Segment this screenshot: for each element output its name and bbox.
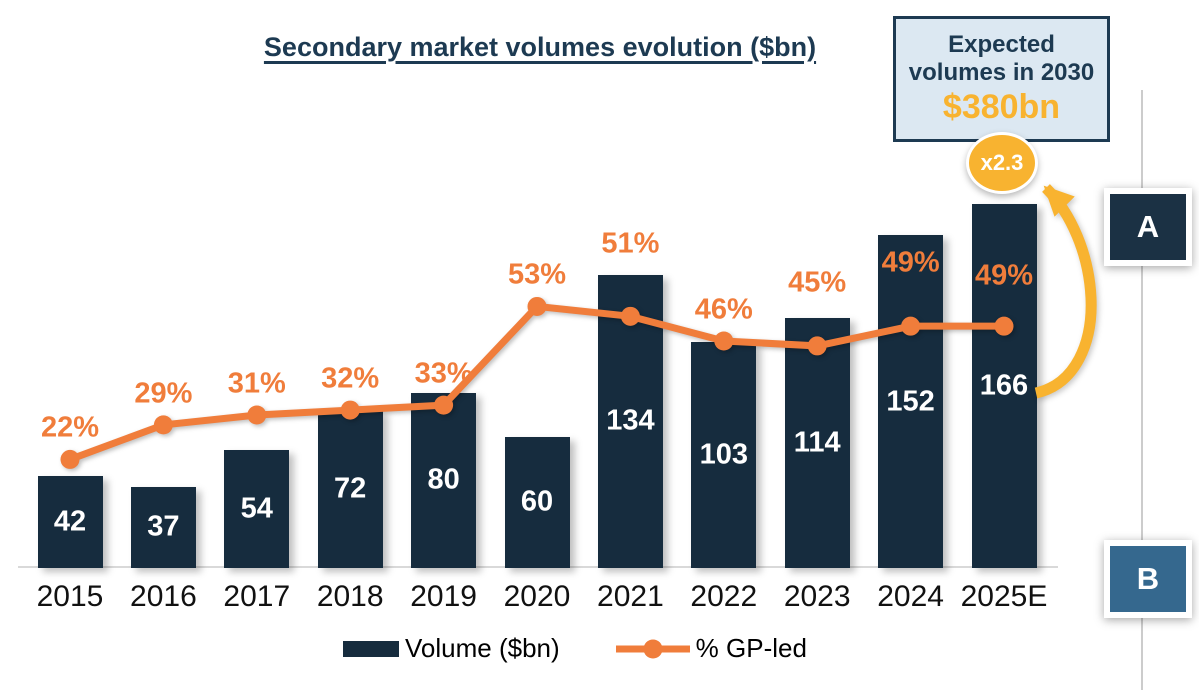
bar-value-label-2024: 152 [886, 385, 935, 418]
x-tick-2015: 2015 [36, 580, 104, 613]
bar-2016 [130, 486, 196, 568]
x-tick-2018: 2018 [316, 580, 384, 613]
bar-2015 [37, 476, 103, 568]
bar-value-label-2015: 42 [53, 505, 87, 538]
annotation-connector-line [1141, 90, 1143, 690]
x-tick-2020: 2020 [503, 580, 571, 613]
legend-volume-label: Volume ($bn) [405, 633, 560, 663]
x-tick-2019: 2019 [410, 580, 477, 613]
bar-value-label-2025E: 166 [979, 369, 1029, 402]
annotation-marker-a: A [1104, 188, 1192, 266]
pct-label-2017: 31% [227, 367, 286, 400]
pct-label-2016: 29% [134, 377, 193, 410]
volume-swatch-icon [343, 640, 399, 657]
expected-volumes-callout: Expected volumes in 2030 $380bn [893, 16, 1110, 142]
legend-gp-led-label: % GP-led [695, 633, 807, 663]
multiplier-badge: x2.3 [966, 132, 1038, 194]
annotation-marker-b: B [1104, 540, 1192, 618]
x-tick-2023: 2023 [783, 580, 851, 613]
pct-label-2025E: 49% [974, 259, 1034, 292]
bar-value-label-2016: 37 [147, 510, 180, 543]
x-tick-2021: 2021 [597, 580, 664, 613]
pct-label-2024: 49% [881, 246, 940, 279]
bar-value-label-2017: 54 [240, 492, 273, 525]
legend-item-volume: Volume ($bn) [343, 633, 560, 664]
gp-led-line-swatch-icon [615, 639, 690, 658]
x-tick-2017: 2017 [223, 580, 291, 613]
bar-value-label-2023: 114 [793, 426, 841, 459]
bar-value-label-2019: 80 [427, 463, 460, 496]
pct-label-2023: 45% [788, 266, 847, 299]
x-tick-2016: 2016 [130, 580, 197, 613]
bar-value-label-2021: 134 [606, 404, 655, 437]
callout-value: $380bn [942, 87, 1061, 126]
x-tick-2024: 2024 [877, 580, 944, 613]
pct-label-2015: 22% [40, 411, 100, 444]
pct-label-2020: 53% [507, 258, 567, 291]
x-tick-2022: 2022 [690, 580, 758, 613]
bar-value-label-2020: 60 [520, 485, 554, 518]
legend: Volume ($bn) % GP-led [343, 633, 807, 664]
bar-value-label-2022: 103 [699, 438, 748, 471]
callout-label: Expected volumes in 2030 [908, 31, 1095, 87]
x-tick-2025E: 2025E [960, 580, 1048, 613]
pct-label-2021: 51% [601, 227, 660, 260]
pct-label-2019: 33% [414, 357, 473, 390]
pct-label-2022: 46% [694, 293, 753, 326]
pct-label-2018: 32% [321, 362, 380, 395]
bar-2017 [224, 449, 290, 568]
chart-title: Secondary market volumes evolution ($bn) [263, 32, 817, 62]
bar-value-label-2018: 72 [334, 472, 367, 505]
legend-item-gp-led: % GP-led [615, 633, 807, 664]
